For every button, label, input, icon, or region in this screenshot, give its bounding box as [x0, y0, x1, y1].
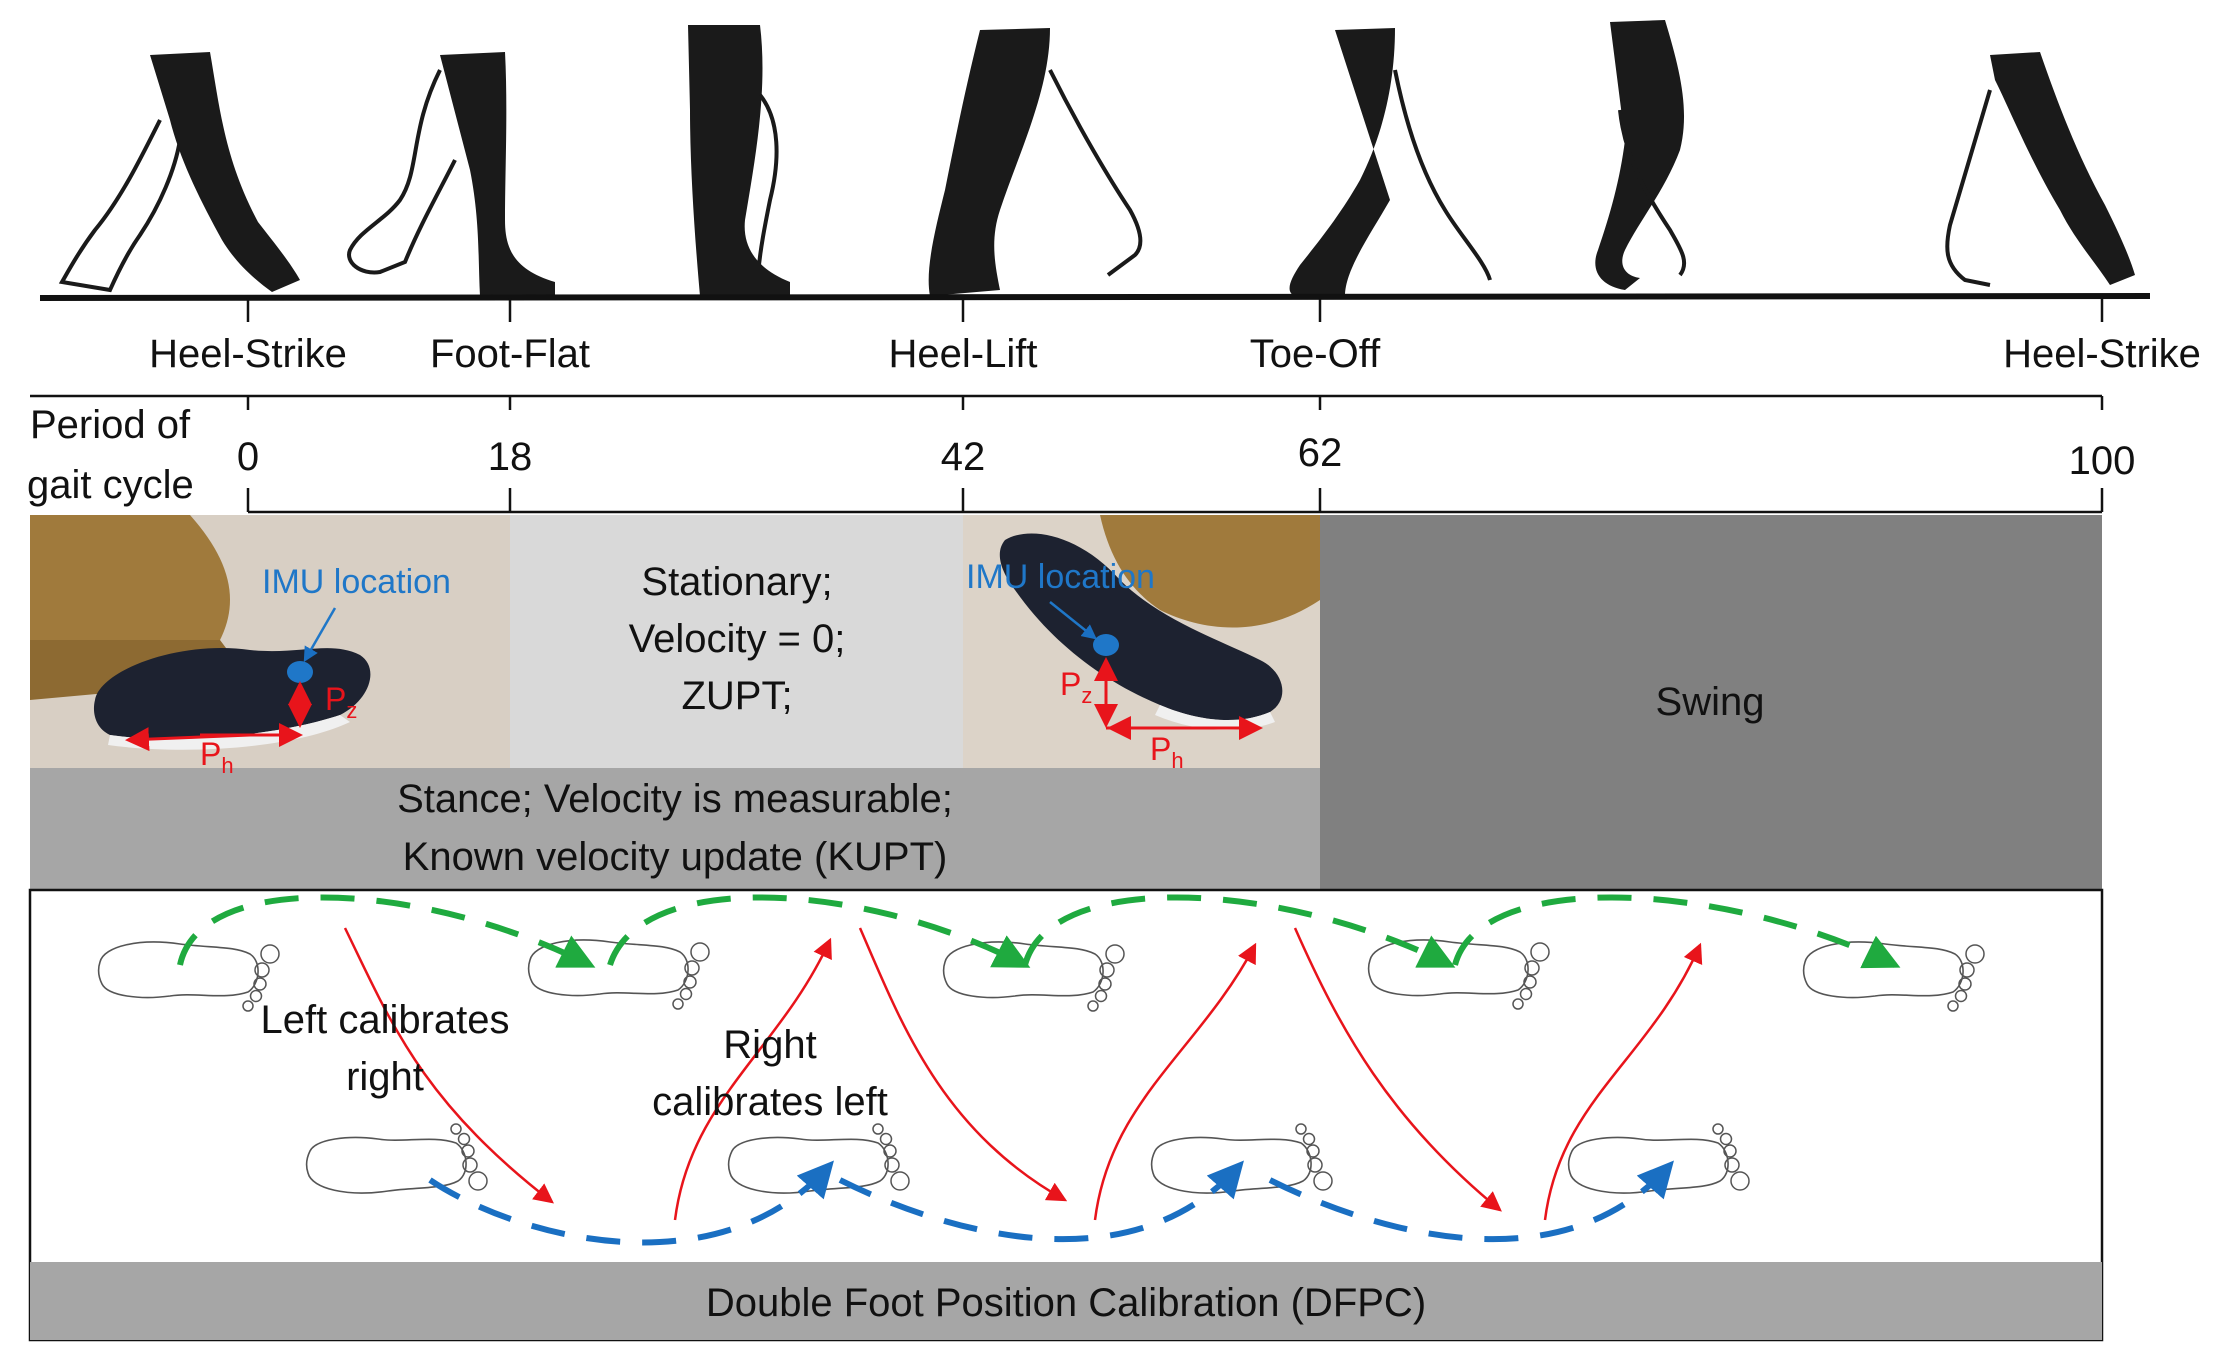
phase-ticks [246, 296, 2104, 322]
swing-box [1320, 515, 2102, 890]
left-calibrates-text: Left calibrates right [260, 998, 509, 1099]
left-calibrates-line2: right [346, 1055, 424, 1099]
swing-label: Swing [1656, 680, 1765, 724]
blue-dashed-arcs [428, 1160, 1674, 1246]
silhouette-mid-stance [688, 25, 790, 296]
walking-silhouettes [58, 20, 2135, 296]
silhouette-heel-lift [928, 28, 1143, 296]
stance-line2: Known velocity update (KUPT) [403, 835, 948, 879]
phase-label-heel-strike-start: Heel-Strike [149, 332, 347, 376]
stationary-box [510, 515, 963, 768]
right-calibrates-text: Right calibrates left [652, 1023, 888, 1124]
right-calibrates-line2: calibrates left [652, 1080, 888, 1124]
stationary-line2: Velocity = 0; [629, 617, 846, 661]
left-calibrates-line1: Left calibrates [260, 998, 509, 1042]
stance-text: Stance; Velocity is measurable; Known ve… [397, 777, 953, 879]
dfpc-label: Double Foot Position Calibration (DFPC) [706, 1281, 1426, 1325]
period-label-line2: gait cycle [27, 463, 194, 507]
silhouette-toe-off [1289, 28, 1492, 296]
stationary-line1: Stationary; [641, 560, 832, 604]
imu-annotation-2: IMU location Pz Ph [966, 558, 1263, 773]
silhouette-swing [1595, 20, 1687, 290]
percent-62: 62 [1298, 431, 1343, 475]
pz-label-2: Pz [1060, 666, 1092, 708]
imu-dot-1 [287, 661, 313, 683]
phase-label-heel-strike-end: Heel-Strike [2003, 332, 2201, 376]
silhouette-heel-strike-start [58, 52, 300, 293]
photo-heel-lift [963, 515, 1320, 768]
phase-label-foot-flat: Foot-Flat [430, 332, 590, 376]
percent-labels: 0 18 42 62 100 [237, 431, 2136, 483]
silhouette-foot-flat [347, 52, 555, 296]
phase-labels: Heel-Strike Foot-Flat Heel-Lift Toe-Off … [149, 332, 2201, 376]
percent-42: 42 [941, 435, 986, 479]
imu-annotation-1: IMU location Pz Ph [125, 563, 451, 778]
stance-line1: Stance; Velocity is measurable; [397, 777, 953, 821]
red-calibration-arrows [343, 927, 1703, 1221]
photo-heel-strike [30, 515, 510, 768]
ph-label-2: Ph [1150, 731, 1184, 773]
right-calibrates-line1: Right [723, 1023, 816, 1067]
percent-18: 18 [488, 435, 533, 479]
silhouette-heel-strike-end [1945, 52, 2135, 287]
stance-band [30, 768, 1320, 890]
green-dashed-arcs [177, 894, 1901, 969]
phase-label-toe-off: Toe-Off [1250, 332, 1381, 376]
phase-label-heel-lift: Heel-Lift [889, 332, 1038, 376]
ph-label-1: Ph [200, 736, 234, 778]
percent-100: 100 [2069, 439, 2136, 483]
pz-label-1: Pz [325, 681, 357, 723]
period-label-line1: Period of [30, 403, 191, 447]
imu-dot-2 [1093, 634, 1119, 656]
stationary-line3: ZUPT; [681, 674, 792, 718]
stationary-text: Stationary; Velocity = 0; ZUPT; [629, 560, 846, 718]
timeline-ticks [246, 396, 2104, 512]
imu-label-1: IMU location [262, 563, 451, 601]
imu-label-2: IMU location [966, 558, 1155, 596]
percent-0: 0 [237, 435, 259, 479]
ground-line [39, 293, 2151, 301]
dfpc-label-band [30, 1262, 2102, 1340]
